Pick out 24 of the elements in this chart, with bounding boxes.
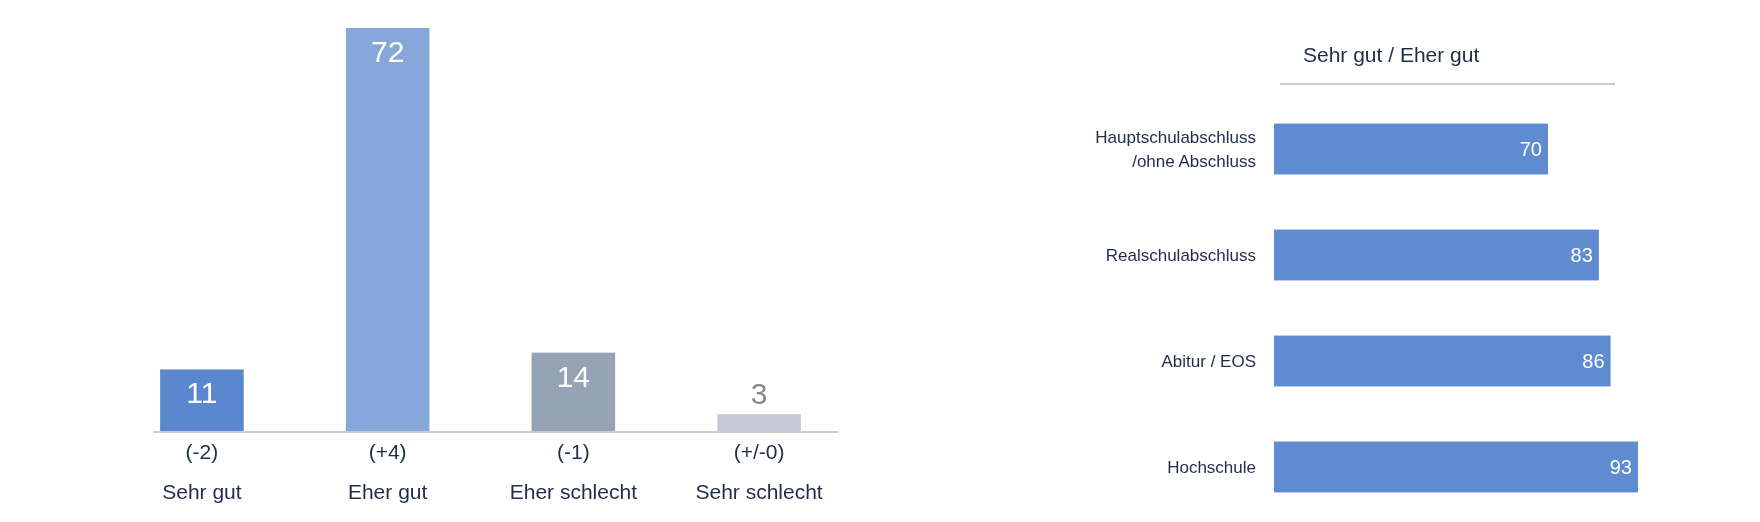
bar — [1274, 229, 1599, 281]
data-label: 3 — [750, 377, 768, 411]
data-label: 83 — [1570, 244, 1593, 267]
bar — [160, 369, 244, 431]
x-tick-label: (+/-0) Sehr schlecht — [695, 440, 823, 503]
bar — [1274, 441, 1638, 493]
data-label: 14 — [556, 359, 591, 393]
data-label: 72 — [370, 35, 405, 68]
data-label: 86 — [1582, 349, 1605, 372]
x-tick-label: (-2) Sehr gut — [162, 440, 242, 503]
y-tick-label: Abitur / EOS — [1161, 351, 1256, 371]
bar — [1274, 335, 1611, 387]
y-tick-label: Realschulabschluss — [1105, 246, 1256, 266]
x-tick-label: (+4) Eher gut — [347, 440, 428, 503]
bar — [531, 352, 616, 431]
bar — [1274, 123, 1548, 175]
data-label: 93 — [1609, 455, 1632, 478]
x-tick-label: (-1) Eher schlecht — [509, 440, 638, 503]
data-label: 70 — [1519, 138, 1542, 161]
y-tick-label: Hauptschulabschluss /ohne Abschluss — [1095, 128, 1256, 172]
y-tick-label: Hochschule — [1167, 457, 1256, 477]
data-label: 11 — [186, 376, 218, 410]
bar — [345, 28, 430, 431]
chart-title: Sehr gut / Eher gut — [1303, 43, 1480, 66]
